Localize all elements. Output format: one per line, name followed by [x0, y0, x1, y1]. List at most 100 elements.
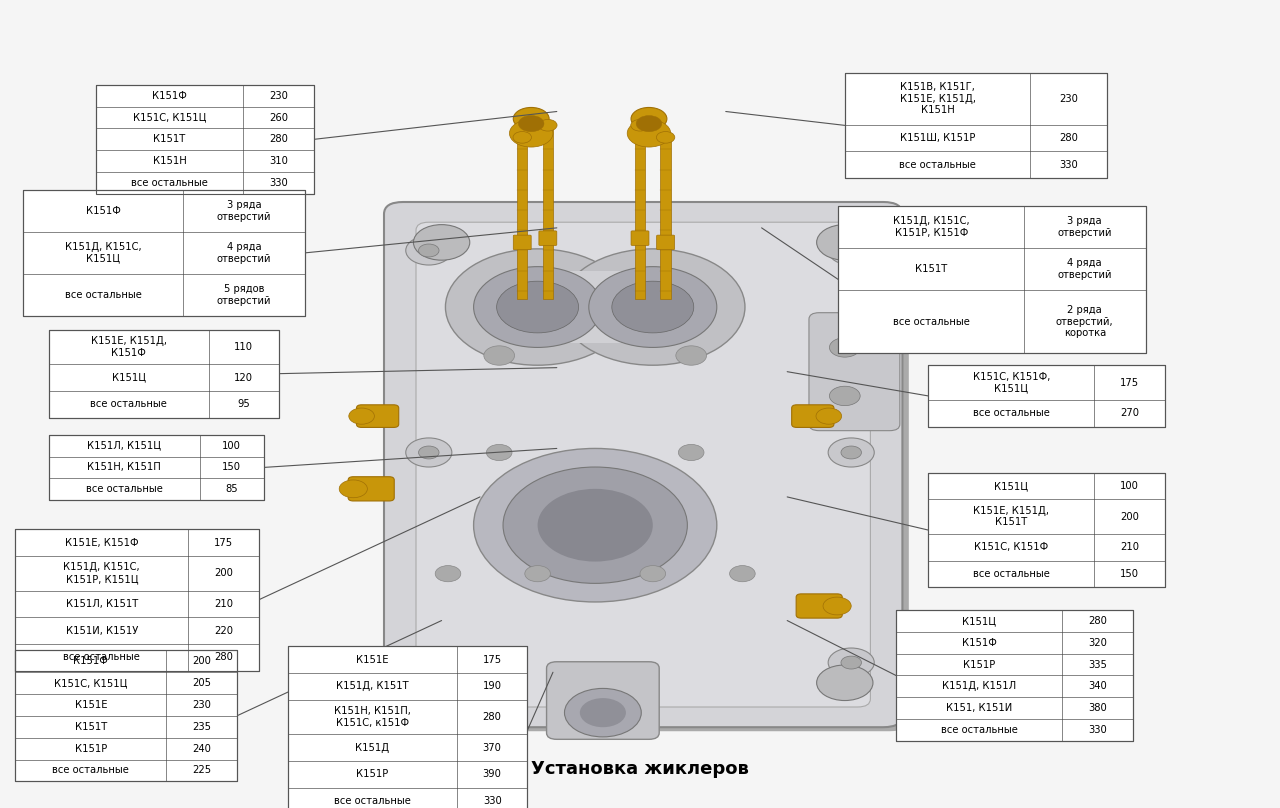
- Text: 150: 150: [1120, 569, 1139, 579]
- Text: К151, К151И: К151, К151И: [946, 703, 1012, 713]
- FancyBboxPatch shape: [631, 231, 649, 246]
- Text: 270: 270: [1120, 408, 1139, 419]
- Text: К151Е, К151Д,
К151Ф: К151Е, К151Д, К151Ф: [91, 336, 166, 358]
- Text: К151С, К151Ц: К151С, К151Ц: [133, 112, 206, 123]
- Circle shape: [636, 116, 662, 132]
- Circle shape: [678, 444, 704, 461]
- Text: К151Д, К151С,
К151Ц: К151Д, К151С, К151Ц: [65, 242, 141, 263]
- FancyBboxPatch shape: [356, 405, 399, 427]
- Text: К151Т: К151Т: [74, 722, 108, 732]
- Text: К151Д: К151Д: [356, 743, 389, 753]
- FancyBboxPatch shape: [657, 235, 675, 250]
- Text: 175: 175: [214, 537, 233, 548]
- Text: все остальные: все остальные: [973, 408, 1050, 419]
- Text: К151Ф: К151Ф: [86, 206, 120, 216]
- Circle shape: [513, 132, 531, 143]
- Circle shape: [406, 648, 452, 677]
- Text: 230: 230: [192, 700, 211, 710]
- Circle shape: [474, 267, 602, 347]
- Circle shape: [841, 656, 861, 669]
- Text: все остальные: все остальные: [941, 725, 1018, 735]
- Circle shape: [486, 444, 512, 461]
- Text: К151С, К151Ф: К151С, К151Ф: [974, 542, 1048, 553]
- Text: 95: 95: [238, 399, 250, 410]
- Text: 320: 320: [1088, 638, 1107, 648]
- Circle shape: [829, 386, 860, 406]
- Bar: [635, 125, 645, 299]
- Circle shape: [445, 249, 630, 365]
- Circle shape: [419, 244, 439, 257]
- Text: 335: 335: [1088, 659, 1107, 670]
- FancyBboxPatch shape: [416, 222, 870, 707]
- Text: 280: 280: [1088, 616, 1107, 626]
- Text: К151Е: К151Е: [74, 700, 108, 710]
- Bar: [543, 125, 553, 299]
- Bar: [928, 473, 1165, 587]
- Text: 200: 200: [192, 656, 211, 667]
- Circle shape: [419, 656, 439, 669]
- Text: 100: 100: [1120, 481, 1139, 491]
- Text: все остальные: все остальные: [86, 484, 163, 494]
- Text: 150: 150: [223, 462, 241, 473]
- Circle shape: [406, 236, 452, 265]
- Bar: [838, 206, 1146, 353]
- Bar: [288, 646, 527, 808]
- Text: 110: 110: [234, 342, 253, 352]
- Text: К151Т: К151Т: [915, 264, 947, 274]
- Text: К151Д, К151Т: К151Д, К151Т: [337, 681, 408, 692]
- Bar: [96, 85, 314, 194]
- Text: К151Т: К151Т: [154, 134, 186, 145]
- Text: 200: 200: [1120, 511, 1139, 522]
- Text: 175: 175: [483, 654, 502, 665]
- Text: 5 рядов
отверстий: 5 рядов отверстий: [216, 284, 271, 305]
- Circle shape: [406, 438, 452, 467]
- Circle shape: [509, 120, 553, 147]
- Text: 230: 230: [1060, 94, 1078, 103]
- Circle shape: [348, 408, 374, 424]
- FancyBboxPatch shape: [547, 662, 659, 739]
- Text: 225: 225: [192, 765, 211, 776]
- Text: К151Д, К151Л: К151Д, К151Л: [942, 681, 1016, 692]
- Circle shape: [497, 281, 579, 333]
- Circle shape: [435, 566, 461, 582]
- Circle shape: [413, 665, 470, 701]
- Text: К151Р: К151Р: [74, 743, 108, 754]
- Bar: [23, 190, 305, 316]
- Text: все остальные: все остальные: [90, 399, 168, 410]
- Circle shape: [564, 688, 641, 737]
- Circle shape: [612, 281, 694, 333]
- Text: К151Ф: К151Ф: [961, 638, 997, 648]
- Circle shape: [561, 249, 745, 365]
- Text: К151Ц: К151Ц: [963, 616, 996, 626]
- Text: 340: 340: [1088, 681, 1107, 692]
- Text: 260: 260: [269, 112, 288, 123]
- Bar: [15, 650, 237, 781]
- Text: 85: 85: [225, 484, 238, 494]
- FancyBboxPatch shape: [384, 202, 902, 727]
- Circle shape: [518, 116, 544, 132]
- Text: 390: 390: [483, 769, 502, 780]
- Text: 100: 100: [223, 440, 241, 451]
- FancyBboxPatch shape: [809, 313, 900, 431]
- Text: К151Ф: К151Ф: [73, 656, 109, 667]
- Text: 3 ряда
отверстий: 3 ряда отверстий: [1057, 217, 1112, 238]
- Circle shape: [823, 597, 851, 615]
- Circle shape: [580, 698, 626, 727]
- Circle shape: [841, 446, 861, 459]
- Text: 210: 210: [1120, 542, 1139, 553]
- Circle shape: [589, 267, 717, 347]
- Text: К151Е, К151Ф: К151Е, К151Ф: [65, 537, 138, 548]
- Circle shape: [525, 566, 550, 582]
- Bar: [838, 206, 1146, 353]
- Bar: [49, 330, 279, 418]
- Text: все остальные: все остальные: [892, 317, 970, 326]
- Bar: [896, 610, 1133, 741]
- FancyBboxPatch shape: [513, 235, 531, 250]
- Text: К151В, К151Г,
К151Е, К151Д,
К151Н: К151В, К151Г, К151Е, К151Д, К151Н: [900, 82, 975, 116]
- Circle shape: [676, 346, 707, 365]
- Circle shape: [817, 225, 873, 260]
- Text: К151Ц: К151Ц: [995, 481, 1028, 491]
- Circle shape: [657, 132, 675, 143]
- Text: 330: 330: [1088, 725, 1107, 735]
- Text: К151Н: К151Н: [152, 156, 187, 166]
